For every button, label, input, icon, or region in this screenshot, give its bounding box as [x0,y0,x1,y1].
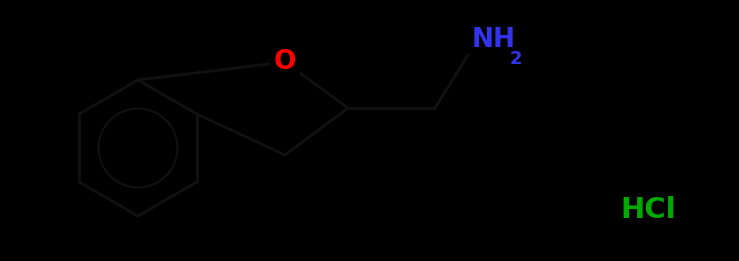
Text: 2: 2 [510,50,522,68]
Text: NH: NH [472,27,516,53]
Text: HCl: HCl [620,196,676,224]
Text: O: O [273,49,296,75]
